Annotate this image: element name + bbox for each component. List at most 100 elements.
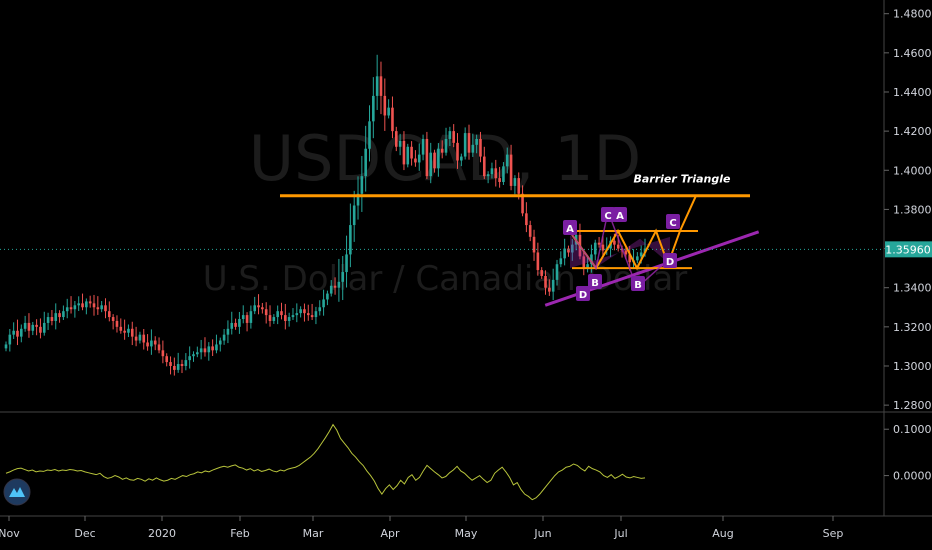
- candle-body: [134, 336, 138, 341]
- oscillator-tick-label: 0.00000: [893, 470, 932, 483]
- candle-body: [245, 315, 249, 323]
- candle-body: [234, 322, 237, 327]
- candle-body: [58, 313, 61, 318]
- candle-body: [54, 313, 58, 321]
- candle-body: [4, 344, 8, 349]
- candle-body: [597, 242, 601, 245]
- candle-body: [364, 148, 367, 177]
- pattern-point-label: C: [604, 211, 611, 222]
- candle-body: [513, 178, 517, 186]
- candle-body: [349, 225, 352, 255]
- candle-body: [16, 330, 19, 337]
- candle-body: [639, 252, 643, 257]
- candle-body: [444, 138, 448, 153]
- candle-body: [494, 168, 498, 179]
- pattern-point-badge[interactable]: [663, 253, 677, 268]
- pattern-point-label: C: [669, 218, 676, 229]
- candle-body: [570, 244, 574, 253]
- candle-body: [203, 348, 207, 353]
- candle-body: [284, 315, 287, 321]
- time-axis[interactable]: Nov Dec 2020 Feb Mar Apr May Jun Jul Aug Sep: [0, 516, 843, 540]
- candle-body: [119, 326, 123, 331]
- time-tick-label: Jul: [613, 527, 627, 540]
- barrier-triangle-label[interactable]: Barrier Triangle: [634, 173, 732, 186]
- candle-body: [306, 313, 310, 316]
- candle-body: [505, 154, 509, 167]
- pattern-point-badge[interactable]: [601, 207, 615, 222]
- pattern-fill: [570, 234, 670, 269]
- candle-body: [77, 303, 81, 306]
- symbol-watermark: USDCAD, 1D: [249, 122, 642, 195]
- candle-body: [536, 252, 540, 271]
- candle-body: [624, 250, 628, 255]
- candle-body: [613, 240, 616, 245]
- candle-body: [368, 121, 371, 149]
- candle-body: [100, 305, 103, 310]
- time-tick-label: Aug: [712, 527, 733, 540]
- candle-body: [318, 307, 322, 312]
- pattern-zigzag[interactable]: [571, 195, 697, 271]
- candle-body: [563, 248, 566, 259]
- candle-body: [593, 242, 597, 255]
- candle-body: [352, 205, 356, 226]
- candle-body: [169, 362, 172, 366]
- candle-body: [180, 364, 184, 366]
- candle-body: [104, 305, 107, 312]
- candle-body: [490, 168, 494, 175]
- pattern-point-badge[interactable]: [563, 220, 577, 235]
- candle-body: [50, 317, 54, 321]
- candle-body: [425, 138, 429, 177]
- candle-body: [192, 354, 195, 357]
- candle-body: [42, 322, 46, 333]
- price-tick-label: 1.44000: [893, 86, 932, 99]
- pattern-point-badge[interactable]: [613, 207, 627, 222]
- candle-body: [299, 309, 302, 314]
- candle-body: [138, 334, 142, 341]
- pattern-point-badge[interactable]: [631, 276, 645, 291]
- price-tick-label: 1.42000: [893, 125, 932, 138]
- candle-body: [333, 285, 337, 288]
- pattern-point-badge[interactable]: [576, 286, 590, 301]
- candle-body: [586, 264, 589, 269]
- time-tick-label: Sep: [823, 527, 844, 540]
- candle-body: [326, 293, 329, 300]
- price-tick-label: 1.34000: [893, 282, 932, 295]
- candle-body: [479, 138, 482, 157]
- tradingview-logo-icon[interactable]: [3, 478, 31, 506]
- candle-body: [88, 301, 92, 304]
- candle-body: [421, 138, 425, 155]
- pattern-point-label: B: [634, 280, 642, 291]
- candle-body: [261, 307, 264, 310]
- candle-body: [452, 131, 455, 143]
- candle-body: [567, 248, 570, 253]
- candle-body: [81, 303, 84, 308]
- candle-body: [222, 334, 226, 341]
- time-tick-label: May: [455, 527, 478, 540]
- candle-body: [314, 311, 318, 318]
- candle-body: [8, 334, 12, 345]
- candle-body: [207, 346, 211, 353]
- current-price-badge: 1.35960: [885, 241, 932, 258]
- candle-body: [111, 317, 115, 321]
- pattern-point-badge[interactable]: [666, 214, 680, 229]
- candle-body: [486, 174, 490, 177]
- pattern-point-badge[interactable]: [588, 274, 602, 289]
- pattern-point-label: D: [579, 290, 587, 301]
- candle-body: [272, 317, 276, 321]
- time-tick-label: Nov: [0, 527, 20, 540]
- candle-body: [616, 244, 620, 249]
- candle-body: [383, 95, 387, 116]
- candle-body: [218, 340, 222, 345]
- candle-body: [417, 154, 421, 163]
- candle-body: [398, 140, 402, 147]
- candle-body: [96, 307, 100, 310]
- time-tick-label: Dec: [74, 527, 95, 540]
- candle-body: [291, 315, 295, 318]
- candle-body: [115, 320, 119, 327]
- candle-body: [150, 340, 153, 347]
- candle-body: [636, 256, 639, 261]
- candle-body: [257, 305, 260, 308]
